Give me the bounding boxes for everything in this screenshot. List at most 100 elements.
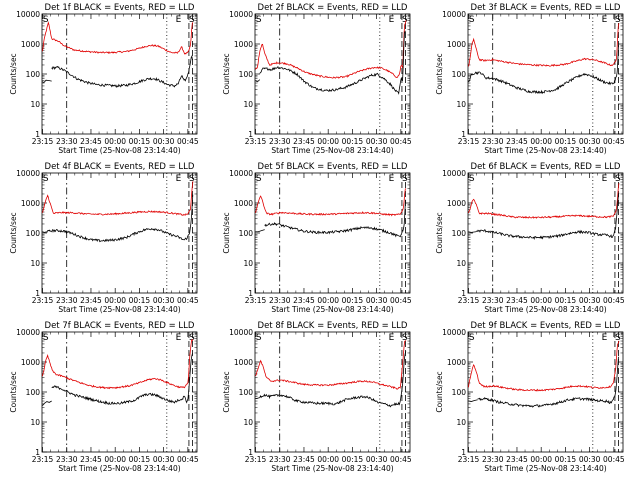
x-tick-label: 23:45	[506, 455, 528, 464]
x-tick-label: 00:15	[555, 137, 577, 146]
marker-e: E	[389, 333, 395, 343]
x-tick-label: 00:15	[342, 455, 364, 464]
panel-det-1f: Det 1f BLACK = Events, RED = LLD 1 10 100 10…	[9, 3, 199, 155]
y-axis-label: Counts/sec	[222, 212, 231, 253]
series-lld	[42, 181, 194, 216]
y-axis-label: Counts/sec	[222, 371, 231, 412]
x-tick-label: 23:30	[269, 296, 291, 305]
y-tick-label: 10000	[229, 10, 253, 19]
x-tick-label: 23:30	[269, 455, 291, 464]
x-axis-label: Start Time (25-Nov-08 23:14:40)	[58, 464, 180, 473]
series-events-lead	[255, 229, 265, 233]
marker-s: S	[469, 174, 475, 184]
series-events	[259, 30, 406, 95]
panel-title: Det 8f BLACK = Events, RED = LLD	[258, 321, 408, 331]
x-axis-label: Start Time (25-Nov-08 23:14:40)	[484, 464, 606, 473]
y-axis-label: Counts/sec	[9, 53, 18, 94]
marker-e: E	[389, 15, 395, 25]
panel-det-2f: Det 2f BLACK = Events, RED = LLD 1 10 100 10…	[222, 3, 412, 155]
x-tick-label: 23:30	[482, 137, 504, 146]
series-lld	[468, 340, 620, 392]
x-tick-label: 23:45	[506, 296, 528, 305]
x-tick-label: 00:30	[366, 296, 388, 305]
x-tick-label: 00:30	[153, 137, 175, 146]
series-events-lead	[468, 231, 477, 233]
y-tick-label: 1	[248, 289, 253, 298]
x-tick-label: 23:15	[458, 296, 480, 305]
x-tick-label: 23:15	[245, 137, 267, 146]
y-tick-label: 10	[243, 100, 253, 109]
y-tick-label: 10000	[442, 328, 466, 337]
marker-s: S	[402, 174, 408, 184]
x-tick-label: 00:00	[104, 137, 126, 146]
x-tick-label: 00:45	[177, 137, 199, 146]
series-lld	[255, 188, 407, 217]
marker-s: S	[43, 174, 49, 184]
y-tick-label: 10000	[16, 10, 40, 19]
marker-s: S	[189, 174, 195, 184]
x-tick-label: 00:45	[390, 455, 412, 464]
x-tick-label: 00:45	[177, 455, 199, 464]
series-events-lead	[255, 79, 261, 83]
plot-frame	[41, 13, 198, 135]
x-axis-label: Start Time (25-Nov-08 23:14:40)	[271, 305, 393, 314]
marker-e: E	[176, 174, 182, 184]
y-tick-label: 10	[243, 418, 253, 427]
x-tick-label: 00:15	[555, 455, 577, 464]
x-tick-label: 00:30	[153, 455, 175, 464]
x-axis-label: Start Time (25-Nov-08 23:14:40)	[58, 146, 180, 155]
x-tick-label: 00:45	[177, 296, 199, 305]
x-tick-label: 00:15	[555, 296, 577, 305]
marker-s: S	[615, 333, 621, 343]
marker-s: S	[189, 15, 195, 25]
x-tick-label: 23:15	[458, 137, 480, 146]
marker-e: E	[389, 174, 395, 184]
x-tick-label: 00:45	[603, 296, 625, 305]
y-tick-label: 100	[452, 229, 467, 238]
series-events	[259, 351, 407, 408]
x-tick-label: 00:00	[317, 455, 339, 464]
panel-det-9f: Det 9f BLACK = Events, RED = LLD 1 10 100 10…	[435, 321, 625, 473]
marker-e: E	[176, 15, 182, 25]
y-axis-label: Counts/sec	[9, 212, 18, 253]
marker-s: S	[256, 333, 262, 343]
x-tick-label: 23:15	[245, 455, 267, 464]
marker-s: S	[615, 15, 621, 25]
y-tick-label: 1000	[234, 199, 253, 208]
panel-det-7f: Det 7f BLACK = Events, RED = LLD 1 10 100 10…	[9, 321, 199, 473]
x-tick-label: 00:30	[579, 296, 601, 305]
x-tick-label: 00:45	[390, 137, 412, 146]
y-tick-label: 100	[452, 70, 467, 79]
plot-frame	[41, 331, 198, 453]
panel-det-6f: Det 6f BLACK = Events, RED = LLD 1 10 100 10…	[435, 162, 625, 314]
y-tick-label: 1	[35, 130, 40, 139]
x-tick-label: 00:15	[342, 137, 364, 146]
y-tick-label: 1000	[447, 199, 466, 208]
x-tick-label: 00:00	[104, 296, 126, 305]
x-tick-label: 00:00	[104, 455, 126, 464]
x-axis-label: Start Time (25-Nov-08 23:14:40)	[271, 464, 393, 473]
y-tick-label: 100	[239, 388, 254, 397]
y-tick-label: 100	[26, 70, 41, 79]
x-tick-label: 00:00	[317, 296, 339, 305]
y-tick-label: 10000	[229, 169, 253, 178]
marker-s: S	[256, 15, 262, 25]
x-tick-label: 00:00	[317, 137, 339, 146]
y-tick-label: 1000	[447, 40, 466, 49]
series-events	[264, 199, 406, 238]
marker-s: S	[256, 174, 262, 184]
plot-frame	[254, 331, 411, 453]
x-axis-label: Start Time (25-Nov-08 23:14:40)	[484, 146, 606, 155]
x-axis-label: Start Time (25-Nov-08 23:14:40)	[484, 305, 606, 314]
y-tick-label: 10000	[442, 10, 466, 19]
x-tick-label: 00:15	[129, 137, 151, 146]
y-tick-label: 10	[30, 418, 40, 427]
panel-title: Det 6f BLACK = Events, RED = LLD	[471, 162, 621, 172]
y-tick-label: 10000	[16, 169, 40, 178]
x-tick-label: 23:30	[482, 455, 504, 464]
y-axis-label: Counts/sec	[435, 371, 444, 412]
y-tick-label: 1	[461, 289, 466, 298]
plot-frame	[467, 331, 624, 453]
x-tick-label: 00:30	[579, 455, 601, 464]
